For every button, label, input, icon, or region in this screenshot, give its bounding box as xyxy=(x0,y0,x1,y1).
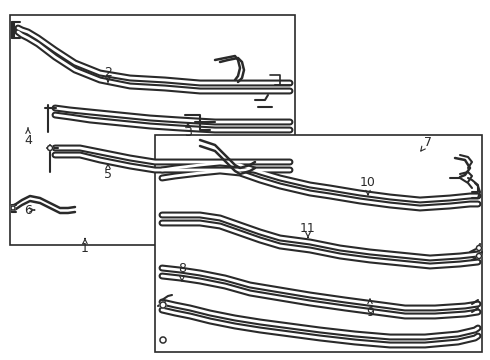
Circle shape xyxy=(476,253,482,258)
Circle shape xyxy=(160,302,166,308)
Bar xyxy=(155,135,482,352)
Circle shape xyxy=(476,246,482,251)
Text: 8: 8 xyxy=(178,261,186,281)
Text: 5: 5 xyxy=(104,164,112,181)
Circle shape xyxy=(48,145,52,150)
Bar xyxy=(10,15,295,245)
Circle shape xyxy=(476,253,482,258)
Text: 4: 4 xyxy=(24,128,32,147)
Circle shape xyxy=(476,246,482,251)
Circle shape xyxy=(48,145,52,150)
Circle shape xyxy=(160,337,166,343)
Text: 6: 6 xyxy=(24,203,35,216)
Text: 9: 9 xyxy=(366,299,374,319)
Text: 11: 11 xyxy=(300,221,316,237)
Circle shape xyxy=(160,302,166,308)
Text: 1: 1 xyxy=(81,239,89,255)
Text: 10: 10 xyxy=(360,175,376,195)
Circle shape xyxy=(11,206,15,210)
Text: 2: 2 xyxy=(104,66,112,82)
Text: 3: 3 xyxy=(184,123,192,139)
Circle shape xyxy=(160,337,166,343)
Text: 7: 7 xyxy=(421,135,432,151)
Circle shape xyxy=(11,206,15,210)
